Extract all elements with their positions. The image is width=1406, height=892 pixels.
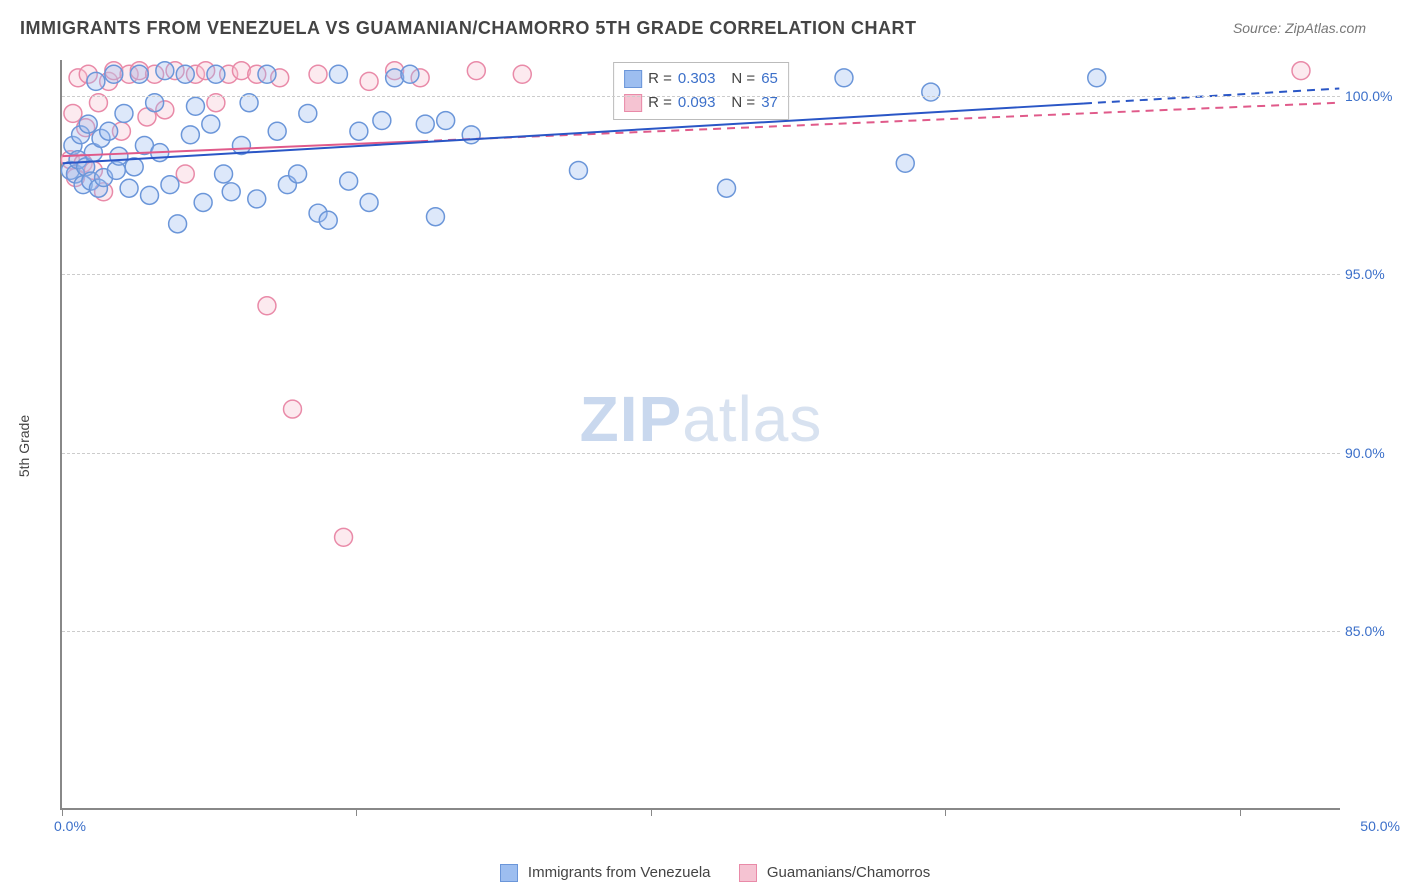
bottom-label-guam: Guamanians/Chamorros: [767, 864, 930, 881]
r-value-venezuela: 0.303: [678, 67, 716, 91]
legend-row-venezuela: R = 0.303 N = 65: [624, 67, 778, 91]
y-tick-label: 95.0%: [1345, 266, 1400, 282]
gridline: [62, 453, 1340, 454]
x-tick-label: 50.0%: [1360, 818, 1400, 834]
n-prefix: N =: [731, 67, 755, 91]
chart-container: IMMIGRANTS FROM VENEZUELA VS GUAMANIAN/C…: [0, 0, 1406, 892]
bottom-swatch-venezuela: [500, 864, 518, 882]
y-tick-label: 85.0%: [1345, 623, 1400, 639]
x-tick: [356, 808, 357, 816]
legend-row-guam: R = 0.093 N = 37: [624, 91, 778, 115]
swatch-venezuela: [624, 70, 642, 88]
chart-title: IMMIGRANTS FROM VENEZUELA VS GUAMANIAN/C…: [20, 18, 916, 39]
x-tick: [62, 808, 63, 816]
correlation-legend: R = 0.303 N = 65 R = 0.093 N = 37: [613, 62, 789, 120]
n-value-venezuela: 65: [761, 67, 778, 91]
x-tick-label: 0.0%: [54, 818, 86, 834]
x-tick: [945, 808, 946, 816]
bottom-swatch-guam: [739, 864, 757, 882]
bottom-legend: Immigrants from Venezuela Guamanians/Cha…: [0, 864, 1406, 882]
gridline: [62, 274, 1340, 275]
x-tick: [1240, 808, 1241, 816]
y-tick-label: 90.0%: [1345, 445, 1400, 461]
n-prefix: N =: [731, 91, 755, 115]
n-value-guam: 37: [761, 91, 778, 115]
r-prefix: R =: [648, 91, 672, 115]
gridline: [62, 631, 1340, 632]
plot-area: ZIPatlas R = 0.303 N = 65 R = 0.093 N = …: [60, 60, 1340, 810]
gridline: [62, 96, 1340, 97]
bottom-label-venezuela: Immigrants from Venezuela: [528, 864, 711, 881]
r-value-guam: 0.093: [678, 91, 716, 115]
y-tick-label: 100.0%: [1345, 88, 1400, 104]
y-axis-label: 5th Grade: [16, 415, 32, 477]
r-prefix: R =: [648, 67, 672, 91]
source-label: Source: ZipAtlas.com: [1233, 20, 1366, 36]
x-tick: [651, 808, 652, 816]
plot-svg: [62, 60, 1340, 808]
